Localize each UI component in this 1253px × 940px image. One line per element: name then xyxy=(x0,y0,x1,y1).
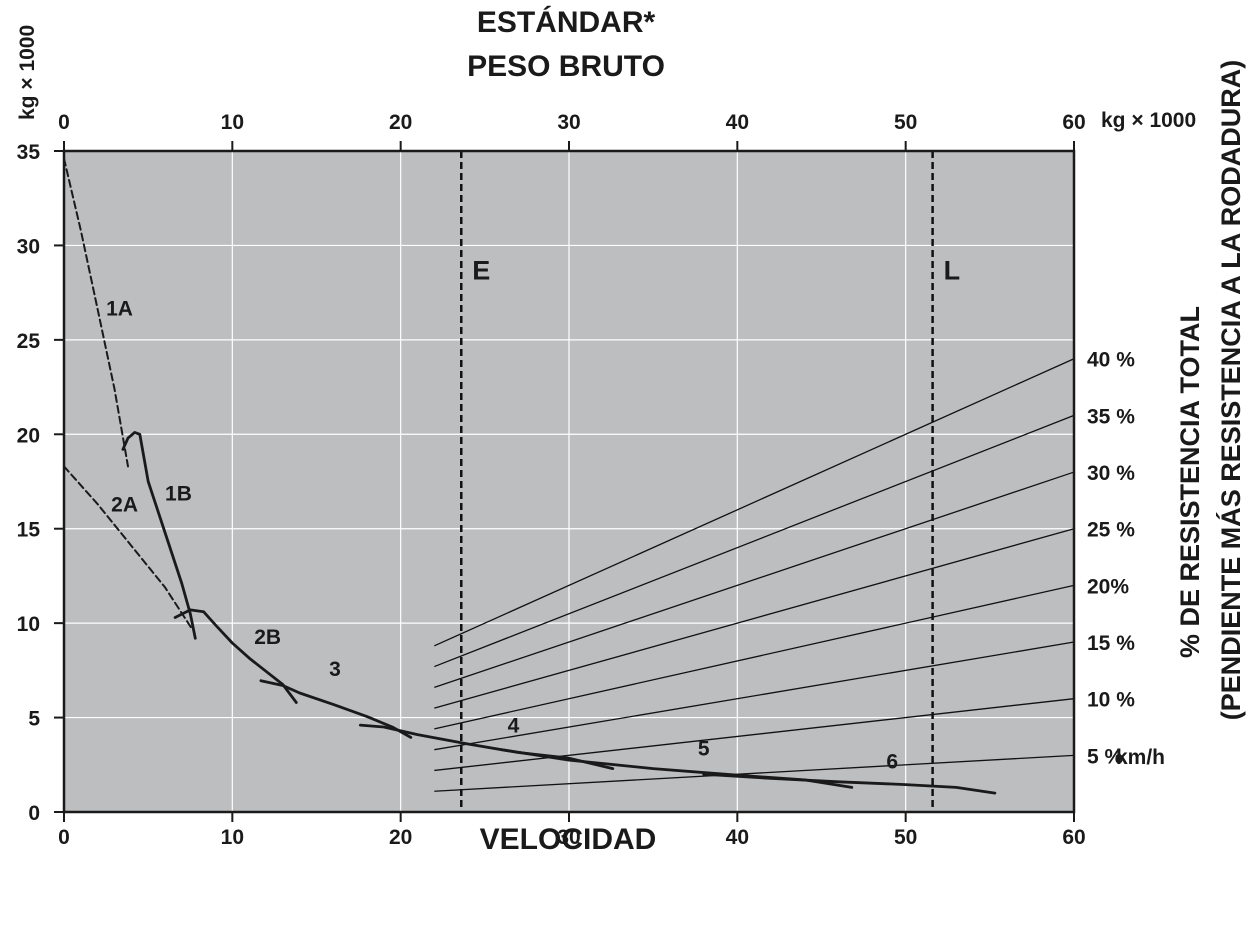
curve-label: 6 xyxy=(886,751,898,774)
top-tick-label: 30 xyxy=(557,111,580,134)
resistance-line xyxy=(434,471,1075,688)
x-tick-label: 0 xyxy=(58,826,70,849)
chart-title-line-1: ESTÁNDAR* xyxy=(477,5,656,39)
top-tick-label: 20 xyxy=(389,111,412,134)
resistance-line xyxy=(434,584,1075,730)
rimpull-curves xyxy=(63,157,997,795)
curve-label: 1B xyxy=(165,482,192,505)
resistance-label: 40 % xyxy=(1087,349,1135,372)
curve-label: 1A xyxy=(106,297,133,320)
curve-label: 2B xyxy=(254,626,281,649)
curve-label: 4 xyxy=(508,715,520,738)
y-tick-label: 15 xyxy=(17,519,41,542)
resistance-label: 30 % xyxy=(1087,462,1135,485)
curve-label: 2A xyxy=(111,494,138,517)
right-axis-title-line-2: (PENDIENTE MÁS RESISTENCIA A LA RODADURA… xyxy=(1215,60,1246,721)
vertical-marker-label: L xyxy=(944,255,961,285)
vertical-marker-label: E xyxy=(472,255,490,285)
x-tick-label: 60 xyxy=(1062,826,1085,849)
top-tick-label: 50 xyxy=(894,111,917,134)
resistance-label: 20% xyxy=(1087,575,1129,598)
curve-1a xyxy=(63,157,129,468)
top-tick-label: 40 xyxy=(726,111,749,134)
y-tick-label: 25 xyxy=(17,330,41,353)
y-tick-label: 30 xyxy=(17,235,40,258)
y-tick-label: 35 xyxy=(17,141,41,164)
top-tick-label: 10 xyxy=(221,111,244,134)
curve-label: 5 xyxy=(698,737,710,760)
y-tick-label: 0 xyxy=(28,802,40,825)
chart-title-line-2: PESO BRUTO xyxy=(467,50,665,83)
resistance-label: 15 % xyxy=(1087,632,1135,655)
curve-3 xyxy=(259,679,413,739)
grid-lines xyxy=(64,151,1074,812)
resistance-line xyxy=(434,641,1075,751)
curve-4 xyxy=(358,723,615,770)
resistance-label: 25 % xyxy=(1087,519,1135,542)
top-tick-label: 60 xyxy=(1062,111,1085,134)
resistance-line xyxy=(434,414,1075,668)
x-tick-label: 20 xyxy=(389,826,412,849)
x-axis-title: VELOCIDAD xyxy=(480,823,657,856)
resistance-line xyxy=(434,358,1075,647)
curve-2a xyxy=(63,465,193,630)
curve-label: 3 xyxy=(329,658,341,681)
top-tick-label: 0 xyxy=(58,111,70,134)
curve-2b xyxy=(173,608,298,704)
chart-labels: 40 % 35 % 30 % 25 % 20% 15 % 10 % 5 % E L 1A 1B 2A 2B… xyxy=(106,255,1135,773)
y-tick-label: 10 xyxy=(17,613,40,636)
vertical-markers xyxy=(460,151,934,812)
resistance-label: 5 % xyxy=(1087,745,1124,768)
left-axis-unit: kg × 1000 xyxy=(16,25,39,120)
resistance-label: 35 % xyxy=(1087,405,1135,428)
top-axis-unit: kg × 1000 xyxy=(1101,109,1196,132)
bottom-axis-unit: km/h xyxy=(1116,746,1165,769)
x-tick-label: 10 xyxy=(221,826,244,849)
curve-1b xyxy=(121,430,197,640)
resistance-line xyxy=(434,698,1075,772)
resistance-lines xyxy=(434,358,1075,792)
resistance-line xyxy=(434,528,1075,709)
resistance-label: 10 % xyxy=(1087,689,1135,712)
x-tick-label: 40 xyxy=(726,826,749,849)
right-axis-title-line-1: % DE RESISTENCIA TOTAL xyxy=(1175,306,1205,658)
curve-6 xyxy=(702,772,997,795)
x-tick-label: 30 xyxy=(557,826,580,849)
x-tick-label: 50 xyxy=(894,826,917,849)
y-tick-label: 20 xyxy=(17,424,40,447)
y-tick-label: 5 xyxy=(28,708,40,731)
resistance-line xyxy=(434,754,1075,792)
